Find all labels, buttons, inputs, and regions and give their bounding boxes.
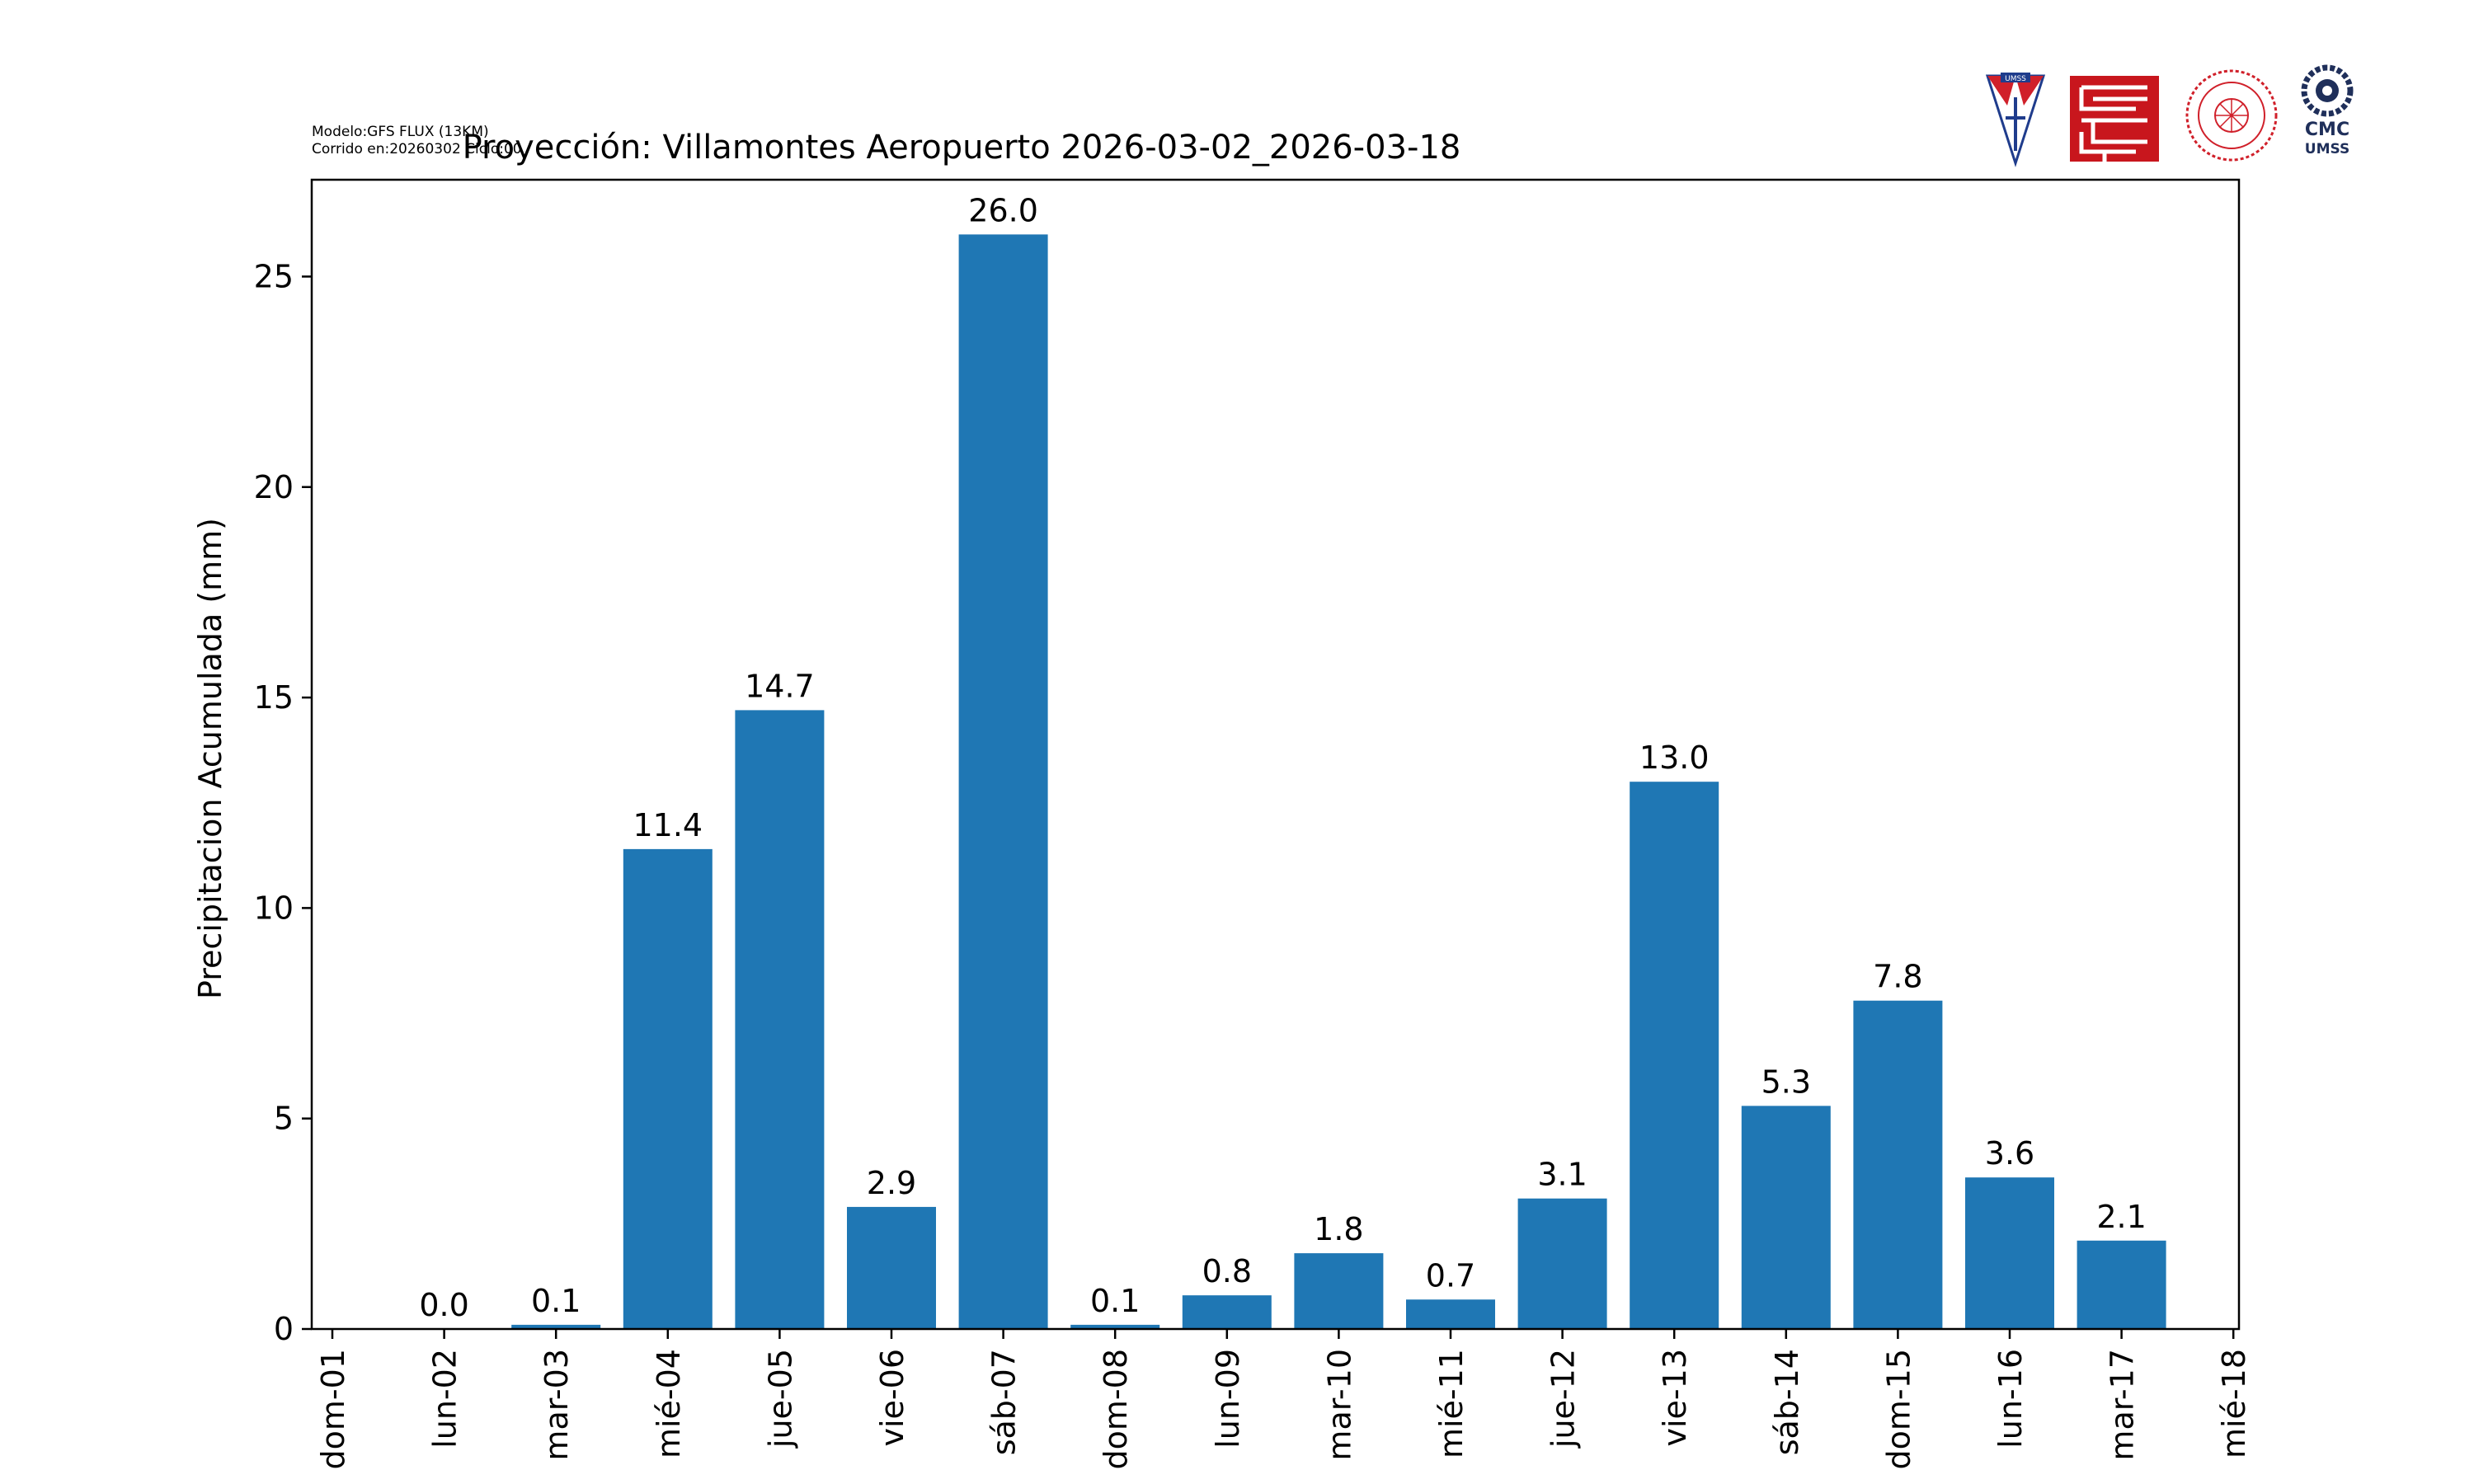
x-tick-label: lun-02: [427, 1349, 463, 1449]
y-tick-label: 15: [254, 679, 294, 716]
umss-shield-logo: UMSS: [1985, 73, 2046, 167]
y-tick-label: 0: [274, 1311, 294, 1347]
bar-jue-12: [1517, 1198, 1607, 1329]
bar-value-label: 13.0: [1639, 740, 1710, 776]
y-tick-label: 5: [274, 1101, 294, 1137]
bar-mié-11: [1406, 1299, 1495, 1329]
x-tick-label: vie-13: [1657, 1349, 1693, 1447]
x-tick-label: dom-08: [1098, 1349, 1134, 1469]
bar-value-label: 0.8: [1202, 1253, 1252, 1289]
bar-mar-17: [2077, 1240, 2166, 1329]
x-tick-label: lun-16: [1992, 1349, 2029, 1449]
bar-value-label: 0.1: [1090, 1283, 1140, 1319]
bar-mar-10: [1294, 1253, 1384, 1329]
model-info-line2: Corrido en:20260302 Ciclo:00: [312, 141, 522, 157]
fcyt-logo: [2070, 76, 2159, 162]
bar-value-label: 14.7: [745, 668, 815, 704]
x-axis-ticks: dom-01 lun-02 mar-03 mié-04 jue-05 vie-06 sáb-…: [315, 1329, 2252, 1469]
bar-vie-13: [1630, 782, 1719, 1329]
cmc-logo-subtext: UMSS: [2305, 141, 2349, 157]
y-axis-label: Precipitacion Acumulada (mm): [192, 518, 228, 999]
x-tick-label: sáb-14: [1769, 1349, 1805, 1455]
bar-value-label: 0.1: [531, 1283, 581, 1319]
bar-mié-04: [623, 848, 713, 1329]
cmc-umss-logo: CMC UMSS: [2301, 64, 2354, 157]
bar-sáb-07: [958, 234, 1048, 1329]
x-tick-label: jue-12: [1545, 1349, 1582, 1449]
umss-shield-text: UMSS: [2005, 75, 2026, 83]
bar-value-label: 3.1: [1537, 1157, 1587, 1193]
x-tick-label: sáb-07: [986, 1349, 1023, 1455]
bar-value-label: 7.8: [1873, 959, 1922, 995]
plot-frame: [310, 178, 2241, 1331]
x-tick-label: mié-04: [651, 1349, 687, 1458]
chart-title: Proyección: Villamontes Aeropuerto 2026-…: [463, 129, 1461, 167]
x-tick-label: mar-03: [539, 1349, 575, 1461]
x-tick-label: mié-18: [2216, 1349, 2252, 1458]
x-tick-label: dom-01: [315, 1349, 351, 1469]
bar-dom-15: [1853, 1000, 1943, 1329]
cmc-logo-text: CMC: [2305, 120, 2349, 140]
bar-value-label: 2.1: [2096, 1199, 2146, 1235]
bar-jue-05: [735, 710, 825, 1329]
x-tick-label: lun-09: [1210, 1349, 1246, 1449]
x-tick-label: dom-15: [1880, 1349, 1917, 1469]
x-tick-label: mié-11: [1433, 1349, 1470, 1458]
bar-value-label: 0.0: [419, 1287, 468, 1323]
bar-vie-06: [847, 1206, 936, 1329]
bar-lun-09: [1182, 1295, 1272, 1329]
value-labels-layer: 0.0 0.1 11.4 14.7 2.9 26.0 0.1 0.8 1.8 0.7 3.1 13.0…: [419, 192, 2146, 1323]
bar-value-label: 1.8: [1314, 1211, 1363, 1247]
x-tick-label: vie-06: [874, 1349, 910, 1447]
bar-value-label: 0.7: [1426, 1257, 1475, 1294]
physics-department-seal: [2185, 69, 2278, 162]
model-info-line1: Modelo:GFS FLUX (13KM): [312, 124, 489, 140]
bar-mar-03: [511, 1324, 601, 1329]
bar-lun-16: [1965, 1177, 2054, 1329]
y-tick-label: 25: [254, 258, 294, 294]
y-tick-label: 10: [254, 890, 294, 926]
bars-layer: [511, 234, 2166, 1329]
x-tick-label: jue-05: [762, 1349, 798, 1449]
y-axis-ticks: 0 5 10 15 20 25: [254, 258, 312, 1347]
x-tick-label: mar-17: [2105, 1349, 2141, 1461]
bar-dom-08: [1070, 1324, 1160, 1329]
bar-sáb-14: [1741, 1106, 1831, 1329]
bar-value-label: 11.4: [633, 807, 703, 843]
y-tick-label: 20: [254, 469, 294, 505]
x-tick-label: mar-10: [1321, 1349, 1357, 1461]
bar-value-label: 3.6: [1985, 1135, 2034, 1172]
bar-value-label: 26.0: [968, 192, 1038, 228]
bar-value-label: 2.9: [867, 1165, 916, 1201]
model-info: Modelo:GFS FLUX (13KM) Corrido en:202603…: [312, 124, 522, 158]
bar-value-label: 5.3: [1761, 1064, 1811, 1100]
